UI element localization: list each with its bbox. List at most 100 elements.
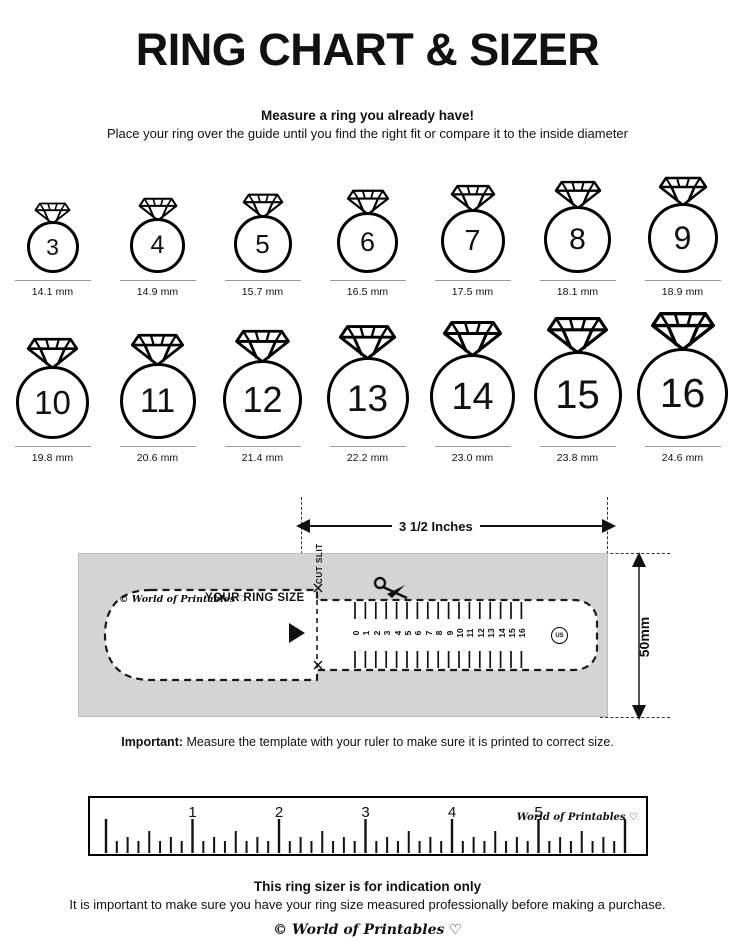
ring-size-circle[interactable]: 4 [130, 218, 185, 273]
ring-size-number: 16 [659, 370, 706, 416]
strip-number: 0 [351, 630, 361, 636]
ring-size-number: 6 [359, 227, 376, 257]
ring-size-number: 9 [673, 220, 692, 256]
strip-number: 8 [434, 630, 445, 636]
height-dimension-arrow [632, 552, 646, 720]
subtitle-bold: Measure a ring you already have! [260, 108, 475, 123]
ring-icon: 15 [533, 316, 622, 439]
ring-icon: 11 [119, 333, 196, 439]
ring-size-circle[interactable]: 14 [430, 354, 515, 439]
ruler-number: 1 [188, 804, 197, 821]
ring-size-cell[interactable]: 13 22.2 mm [319, 324, 416, 464]
strip-number: 11 [465, 628, 476, 638]
ring-size-cell[interactable]: 14 23.0 mm [424, 320, 521, 464]
diameter-label: 15.7 mm [241, 286, 284, 298]
diameter-rule [224, 280, 301, 281]
ring-size-cell[interactable]: 12 21.4 mm [214, 329, 311, 464]
diamond-gem-icon [235, 329, 290, 364]
ring-size-circle[interactable]: 13 [326, 357, 409, 439]
ring-icon: 3 [26, 202, 79, 273]
diamond-gem-icon [26, 337, 79, 370]
diameter-label: 14.1 mm [31, 286, 74, 298]
ring-size-circle[interactable]: 5 [233, 215, 292, 273]
ring-size-number: 12 [242, 378, 283, 420]
ring-size-cell[interactable]: 16 24.6 mm [634, 311, 731, 464]
guide-line-bottom [600, 717, 670, 718]
ring-size-circle[interactable]: 9 [647, 203, 718, 273]
ring-size-cell[interactable]: 15 23.8 mm [529, 316, 626, 464]
diameter-label: 23.8 mm [556, 452, 599, 464]
ring-size-cell[interactable]: 8 18.1 mm [529, 180, 626, 298]
diameter-rule [119, 446, 196, 447]
diameter-label: 23.0 mm [451, 452, 494, 464]
ring-size-number: 15 [555, 373, 600, 417]
ring-size-number: 4 [150, 231, 165, 259]
strip-number: 5 [403, 630, 413, 636]
diamond-gem-icon [138, 197, 177, 222]
ring-size-circle[interactable]: 8 [544, 206, 611, 273]
ring-size-number: 10 [34, 384, 71, 421]
ring-size-cell[interactable]: 10 19.8 mm [4, 337, 101, 464]
sizer-strip-ticks [354, 602, 523, 668]
ring-size-cell[interactable]: 6 16.5 mm [319, 189, 416, 298]
ring-size-number: 13 [346, 377, 389, 419]
diamond-gem-icon [34, 202, 71, 225]
diameter-label: 18.9 mm [661, 286, 704, 298]
footer-brand-mark: © World of Printables ♡ [273, 922, 462, 938]
strip-number: 16 [517, 628, 528, 638]
diamond-gem-icon [338, 325, 397, 360]
ring-size-cell[interactable]: 4 14.9 mm [109, 197, 206, 298]
ring-size-circle[interactable]: 3 [26, 221, 79, 273]
ruler-number: 5 [534, 804, 543, 821]
ring-size-circle[interactable]: 16 [637, 348, 728, 439]
cut-slit-label: CUT SLIT [315, 543, 324, 584]
ring-size-circle[interactable]: 6 [337, 212, 398, 273]
important-prefix: Important: [121, 735, 184, 749]
sizer-template-block: 3 1/2 Inches 50mm [0, 497, 735, 732]
slit-mark-bottom-icon [313, 660, 323, 670]
ring-size-circle[interactable]: 11 [119, 363, 196, 439]
strip-number: 13 [486, 628, 497, 638]
ring-icon: 9 [647, 176, 718, 273]
printable-template-panel: © World of Printables ♡ YOUR RING SIZE C… [78, 543, 608, 717]
strip-number: 6 [413, 630, 424, 636]
ring-size-cell[interactable]: 7 17.5 mm [424, 184, 521, 298]
diameter-label: 24.6 mm [661, 452, 704, 464]
diameter-rule [644, 280, 721, 281]
ring-size-circle[interactable]: 10 [16, 366, 89, 439]
ring-size-number: 3 [46, 233, 59, 260]
ring-size-cell[interactable]: 11 20.6 mm [109, 333, 206, 464]
strip-number: 12 [475, 628, 486, 638]
diamond-gem-icon [346, 189, 389, 216]
ring-size-number: 8 [569, 222, 586, 256]
footer-heading: This ring sizer is for indication only [253, 879, 482, 894]
ring-icon: 13 [326, 324, 409, 439]
ruler-number: 4 [447, 804, 457, 821]
diamond-gem-icon [130, 333, 185, 367]
diameter-label: 19.8 mm [31, 452, 74, 464]
diamond-gem-icon [546, 316, 609, 355]
ring-icon: 5 [233, 193, 292, 273]
cut-out-outline [103, 588, 599, 682]
ring-size-cell[interactable]: 9 18.9 mm [634, 176, 731, 298]
ring-size-circle[interactable]: 12 [223, 360, 302, 439]
ring-size-cell[interactable]: 5 15.7 mm [214, 193, 311, 298]
strip-number: 7 [423, 630, 434, 636]
guide-line-top [600, 553, 670, 554]
diameter-rule [539, 280, 616, 281]
ring-size-circle[interactable]: 15 [533, 351, 622, 439]
ruler-tick-marks [104, 819, 627, 853]
ring-icon: 16 [637, 311, 728, 439]
ring-size-cell[interactable]: 3 14.1 mm [4, 202, 101, 298]
strip-number: 3 [382, 630, 393, 636]
ruler-number: 3 [361, 804, 370, 821]
ring-size-circle[interactable]: 7 [440, 209, 505, 273]
diameter-rule [434, 446, 511, 447]
ring-icon: 7 [440, 184, 505, 273]
strip-number: 2 [371, 630, 382, 636]
your-ring-size-label: YOUR RING SIZE [205, 592, 305, 604]
page-title: RING CHART & SIZER [135, 24, 600, 75]
ring-size-number: 11 [139, 382, 176, 420]
strip-number: 1 [361, 630, 372, 636]
